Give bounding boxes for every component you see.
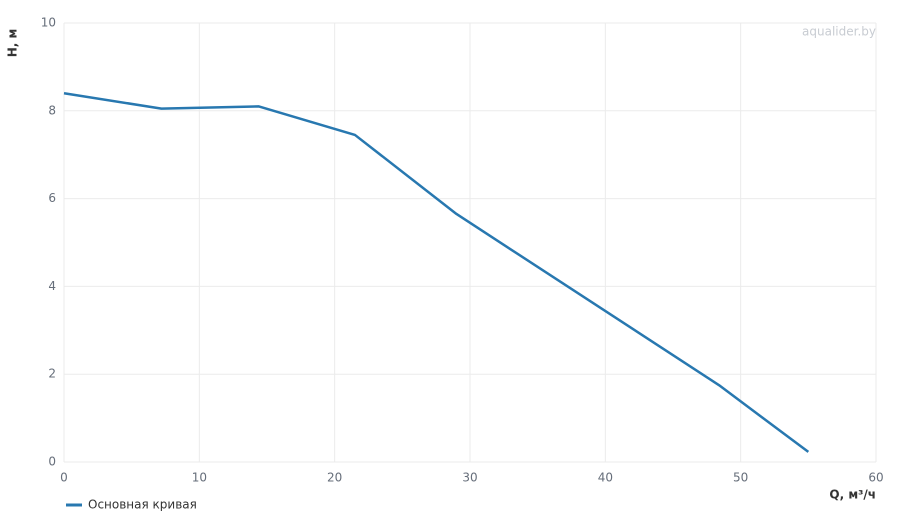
y-tick-label: 8 (48, 103, 56, 117)
x-tick-label: 60 (868, 471, 883, 485)
y-tick-label: 0 (48, 455, 56, 469)
x-axis-label: Q, м³/ч (829, 488, 876, 502)
watermark: aqualider.by (802, 25, 876, 39)
x-tick-label: 30 (462, 471, 477, 485)
y-tick-label: 2 (48, 367, 56, 381)
x-tick-label: 50 (733, 471, 748, 485)
x-tick-label: 40 (598, 471, 613, 485)
y-tick-label: 4 (48, 279, 56, 293)
x-tick-label: 20 (327, 471, 342, 485)
legend-label: Основная кривая (88, 498, 197, 512)
x-tick-label: 10 (192, 471, 207, 485)
data-line (63, 92, 810, 453)
y-tick-label: 10 (41, 16, 56, 30)
y-axis-label: H, м (6, 29, 20, 58)
x-tick-label: 0 (60, 471, 68, 485)
y-tick-label: 6 (48, 191, 56, 205)
